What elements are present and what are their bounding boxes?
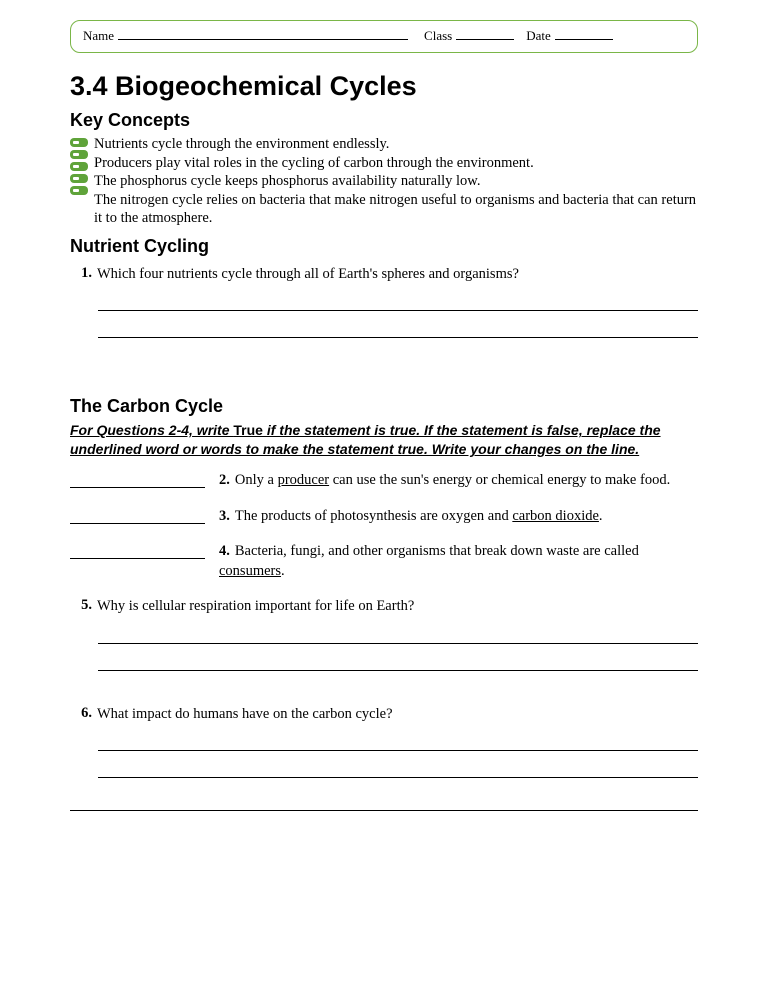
q4-text-b: . [281,563,285,579]
nutrient-cycling-heading: Nutrient Cycling [70,236,698,257]
answer-blank[interactable] [70,542,205,559]
bullet-icon [70,162,88,171]
key-concepts-text: Nutrients cycle through the environment … [94,135,698,228]
student-info-header: Name Class Date [70,20,698,53]
answer-line[interactable] [98,732,698,751]
question-1: 1. Which four nutrients cycle through al… [70,265,698,339]
answer-blank[interactable] [70,507,205,524]
concept-item: The nitrogen cycle relies on bacteria th… [94,191,698,228]
question-number: 4. [219,543,230,559]
q2-text-a: Only a [235,472,278,488]
page-title: 3.4 Biogeochemical Cycles [70,71,698,102]
concept-item: Producers play vital roles in the cyclin… [94,154,698,173]
worksheet-page: Name Class Date 3.4 Biogeochemical Cycle… [0,0,768,851]
bullet-icon [70,138,88,147]
question-2: 2. Only a producer can use the sun's ener… [70,471,698,491]
question-number: 6. [70,705,92,725]
question-number: 1. [70,265,92,285]
bullet-icon [70,186,88,195]
answer-line[interactable] [98,319,698,338]
answer-line[interactable] [98,625,698,644]
q3-text-b: . [599,508,603,524]
q2-underlined: producer [278,472,330,488]
q4-text-a: Bacteria, fungi, and other organisms tha… [235,543,639,559]
class-field[interactable] [456,27,514,40]
concept-item: The phosphorus cycle keeps phosphorus av… [94,172,698,191]
bullet-icon-column [70,135,88,198]
question-text: What impact do humans have on the carbon… [97,705,698,725]
date-field[interactable] [555,27,613,40]
question-3: 3. The products of photosynthesis are oxy… [70,507,698,527]
name-field[interactable] [118,27,408,40]
answer-line[interactable] [98,292,698,311]
class-label: Class [424,28,452,44]
question-4: 4. Bacteria, fungi, and other organisms t… [70,542,698,581]
question-text: Which four nutrients cycle through all o… [97,265,698,285]
key-concepts-heading: Key Concepts [70,110,698,131]
q4-underlined: consumers [219,563,281,579]
question-number: 2. [219,472,230,488]
q3-underlined: carbon dioxide [512,508,599,524]
name-label: Name [83,28,114,44]
bullet-icon [70,174,88,183]
q3-text-a: The products of photosynthesis are oxyge… [235,508,512,524]
question-number: 5. [70,597,92,617]
answer-blank[interactable] [70,471,205,488]
carbon-cycle-heading: The Carbon Cycle [70,396,698,417]
bullet-icon [70,150,88,159]
key-concepts-block: Nutrients cycle through the environment … [70,135,698,228]
question-text: Why is cellular respiration important fo… [97,597,698,617]
instructions-text: For Questions 2-4, write True if the sta… [70,421,698,459]
q2-text-b: can use the sun's energy or chemical ene… [329,472,670,488]
answer-line[interactable] [70,792,698,811]
question-number: 3. [219,508,230,524]
question-6: 6. What impact do humans have on the car… [70,705,698,812]
answer-line[interactable] [98,652,698,671]
answer-line[interactable] [98,759,698,778]
concept-item: Nutrients cycle through the environment … [94,135,698,154]
date-label: Date [526,28,551,44]
question-5: 5. Why is cellular respiration important… [70,597,698,671]
